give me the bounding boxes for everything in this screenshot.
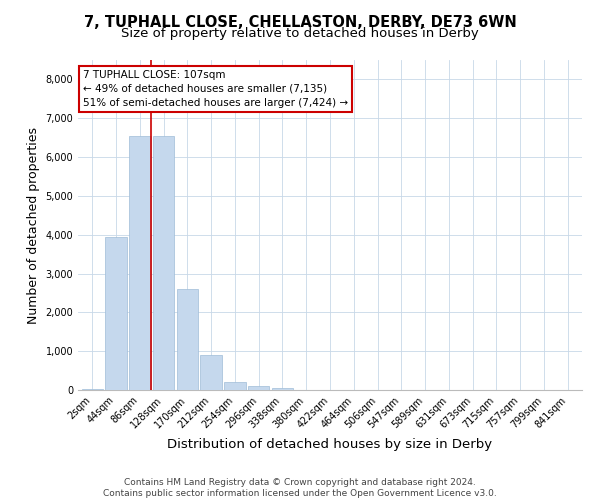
Bar	[176, 289, 198, 390]
Bar	[106, 236, 127, 390]
Bar	[272, 388, 293, 390]
Y-axis label: Number of detached properties: Number of detached properties	[27, 126, 40, 324]
Bar	[224, 382, 245, 390]
Text: 7 TUPHALL CLOSE: 107sqm
← 49% of detached houses are smaller (7,135)
51% of semi: 7 TUPHALL CLOSE: 107sqm ← 49% of detache…	[83, 70, 348, 108]
Bar	[129, 136, 151, 390]
Bar	[200, 355, 222, 390]
Bar	[82, 389, 103, 390]
Text: Size of property relative to detached houses in Derby: Size of property relative to detached ho…	[121, 28, 479, 40]
X-axis label: Distribution of detached houses by size in Derby: Distribution of detached houses by size …	[167, 438, 493, 451]
Bar	[153, 136, 174, 390]
Text: 7, TUPHALL CLOSE, CHELLASTON, DERBY, DE73 6WN: 7, TUPHALL CLOSE, CHELLASTON, DERBY, DE7…	[83, 15, 517, 30]
Text: Contains HM Land Registry data © Crown copyright and database right 2024.
Contai: Contains HM Land Registry data © Crown c…	[103, 478, 497, 498]
Bar	[248, 386, 269, 390]
